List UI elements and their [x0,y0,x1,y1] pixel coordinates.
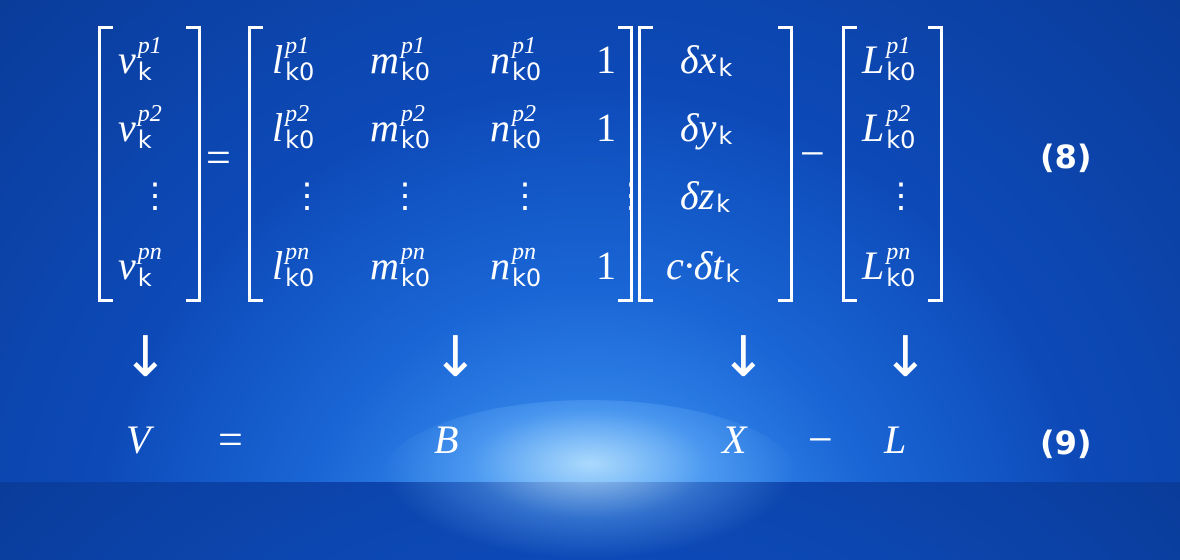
b-matrix-cell: ⋮ [614,178,648,215]
v-bracket-right [186,26,201,302]
b-matrix-cell: m p1 k0 [370,33,431,86]
x-bracket-right [778,26,793,302]
eq9-b: B [434,417,459,462]
l-bracket-left [842,26,857,302]
eq9-l: L [884,417,907,462]
v-bracket-left [98,26,113,302]
down-arrow-icon: ↓ [122,325,169,390]
equation-number-8: (8) [1040,138,1092,176]
minus-sign-8: − [800,129,825,178]
v-entry-2: v p2 k [118,101,162,154]
b-matrix-cell: ⋮ [290,178,324,215]
v-entry-1: v p1 k [118,33,162,86]
b-matrix-cell: 1 [596,37,616,82]
b-matrix-cell: n p2 k0 [490,101,542,154]
eq9-equals: = [218,415,243,464]
down-arrow-icon: ↓ [882,325,929,390]
equation-number-9: (9) [1040,424,1092,462]
b-matrix-cell: ⋮ [388,178,422,215]
x-bracket-left [638,26,653,302]
v-entry-n: v pn k [118,239,162,292]
b-bracket-right [618,26,633,302]
eq9-x: X [722,417,747,462]
eq9-v: V [126,417,151,462]
x-entry-3: δz k [680,173,731,218]
b-matrix-cell: l pn k0 [272,239,315,292]
eq9-minus: − [808,415,833,464]
formula-stage: v p1 k v p2 k ⋮ v pn k = l p1 k0 m p1 k0 n p1 k0 1 l p2 k0… [98,26,1092,464]
b-matrix-cell: l p2 k0 [272,101,315,154]
down-arrow-icon: ↓ [720,325,767,390]
x-entry-2: δy k [680,105,733,150]
x-entry-4: c·δt k [666,243,740,288]
b-matrix-cell: 1 [596,243,616,288]
down-arrow-icon: ↓ [432,325,479,390]
b-matrix-cell: l p1 k0 [272,33,315,86]
b-matrix-cell: m p2 k0 [370,101,431,154]
v-entry-dots: ⋮ [138,178,172,215]
b-matrix-cell: n p1 k0 [490,33,542,86]
b-matrix-cell: ⋮ [508,178,542,215]
equals-sign-8: = [206,133,231,182]
b-matrix-cell: m pn k0 [370,239,431,292]
b-matrix-cell: 1 [596,105,616,150]
x-entry-1: δx k [680,37,733,82]
l-bracket-right [928,26,943,302]
l-entry-dots: ⋮ [884,178,918,215]
b-bracket-left [248,26,263,302]
b-matrix-cell: n pn k0 [490,239,542,292]
